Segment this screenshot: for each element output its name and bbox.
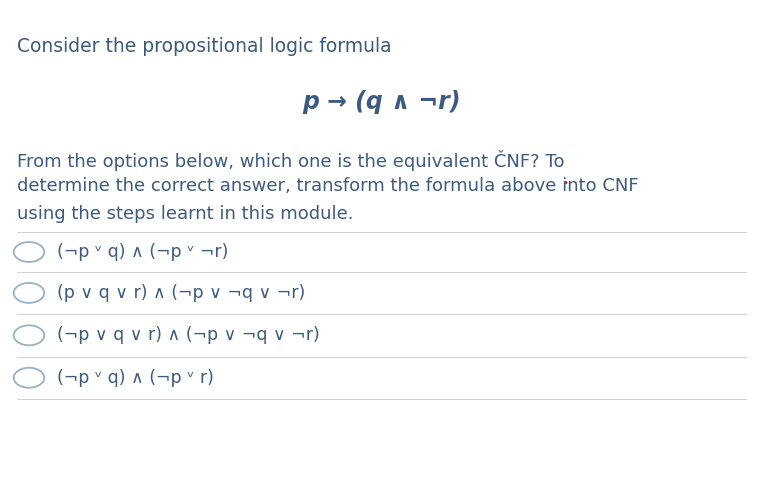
Text: From the options below, which one is the equivalent ČNF? To: From the options below, which one is the… <box>17 150 565 171</box>
Text: (¬p ᵛ q) ∧ (¬p ᵛ ¬r): (¬p ᵛ q) ∧ (¬p ᵛ ¬r) <box>57 243 229 261</box>
Text: (¬p ᵛ q) ∧ (¬p ᵛ r): (¬p ᵛ q) ∧ (¬p ᵛ r) <box>57 369 214 387</box>
Text: determine the correct answer, transform the formula above into CNF: determine the correct answer, transform … <box>17 177 639 195</box>
Text: (p ∨ q ∨ r) ∧ (¬p ∨ ¬q ∨ ¬r): (p ∨ q ∨ r) ∧ (¬p ∨ ¬q ∨ ¬r) <box>57 284 305 302</box>
Text: (¬p ∨ q ∨ r) ∧ (¬p ∨ ¬q ∨ ¬r): (¬p ∨ q ∨ r) ∧ (¬p ∨ ¬q ∨ ¬r) <box>57 326 320 344</box>
Text: p → (q ∧ ¬r): p → (q ∧ ¬r) <box>302 90 461 114</box>
Text: Consider the propositional logic formula: Consider the propositional logic formula <box>17 37 391 56</box>
Text: •: • <box>564 179 568 188</box>
Text: using the steps learnt in this module.: using the steps learnt in this module. <box>17 205 353 223</box>
